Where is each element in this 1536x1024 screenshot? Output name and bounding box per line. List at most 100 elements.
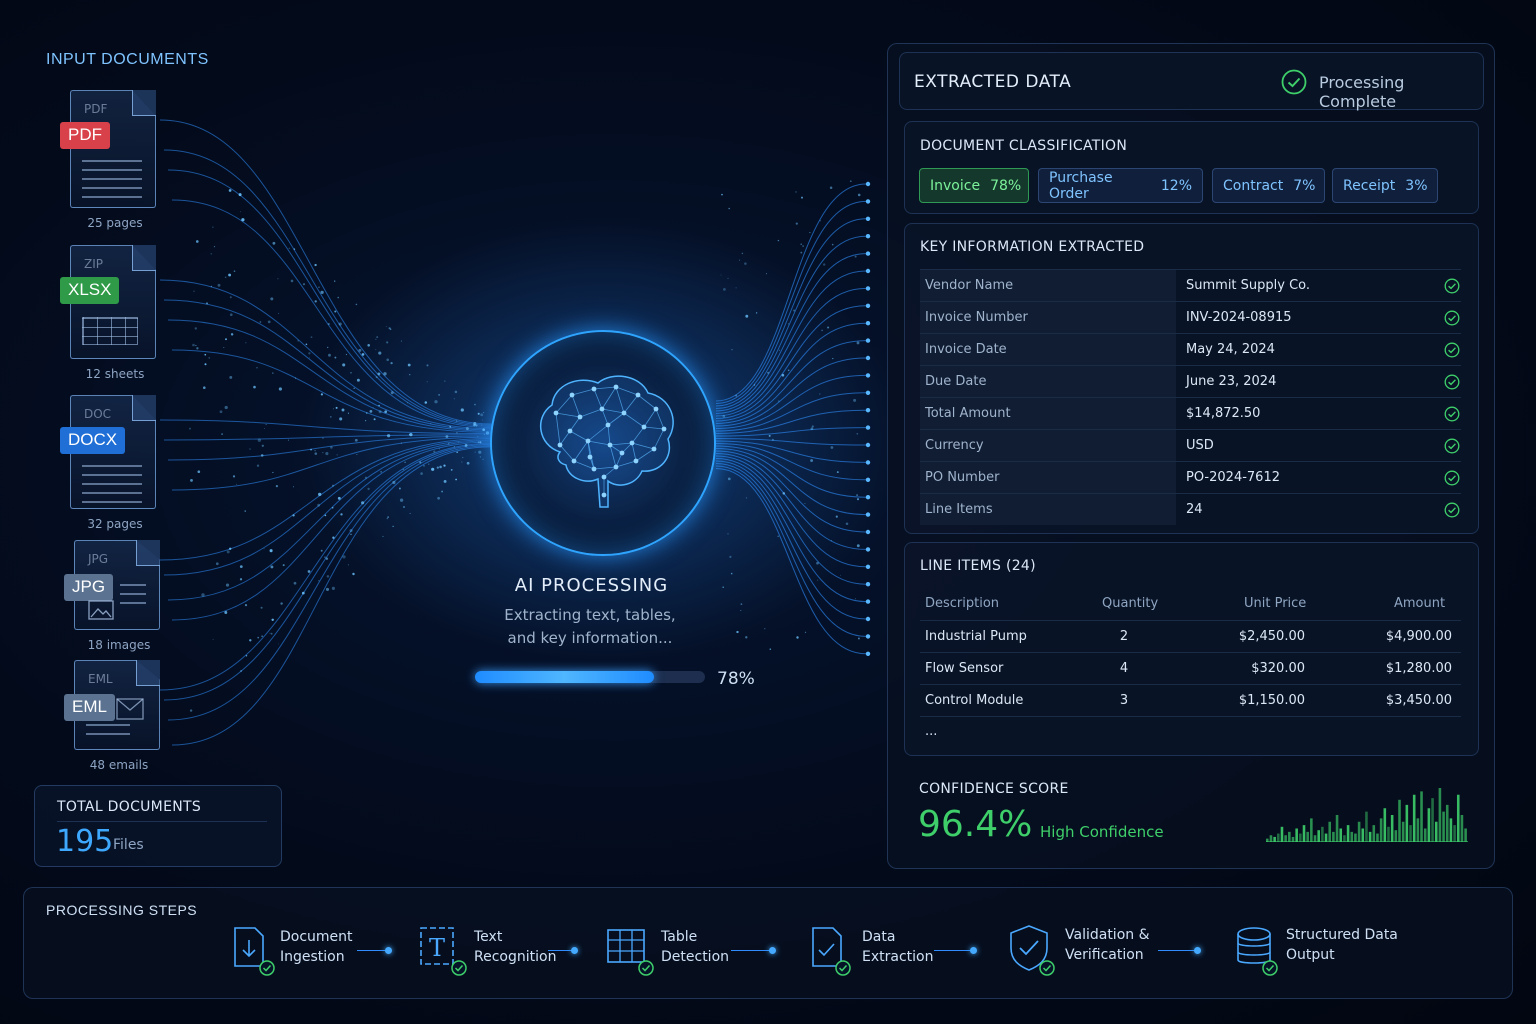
- check-circle-icon: [1444, 278, 1460, 294]
- line-item-amount: $3,450.00: [1385, 693, 1452, 708]
- classification-chip-purchase-order[interactable]: Purchase Order 12%: [1038, 168, 1203, 203]
- confidence-bar: [1306, 831, 1309, 842]
- document-ghost-label: ZIP: [84, 257, 103, 271]
- confidence-bar: [1321, 826, 1324, 842]
- document-type-badge: XLSX: [60, 277, 120, 304]
- total-documents-count: 195: [56, 824, 114, 859]
- confidence-bar: [1357, 821, 1361, 842]
- document-caption: 48 emails: [89, 758, 149, 772]
- document-caption: 12 sheets: [85, 367, 145, 381]
- processing-progress-bar: [475, 671, 705, 683]
- confidence-bar: [1266, 838, 1269, 842]
- step-connector-5: [1158, 947, 1201, 954]
- extracted-data-panel: EXTRACTED DATA Processing Complete DOCUM…: [887, 43, 1495, 869]
- step-label-structured-data-output: Structured Data Output: [1286, 927, 1398, 963]
- total-documents-label: TOTAL DOCUMENTS: [57, 799, 202, 815]
- line-items-header-unit-price: Unit Price: [1244, 596, 1307, 611]
- confidence-bar: [1445, 804, 1449, 842]
- processing-progress-fill: [475, 671, 655, 683]
- line-items-header-amount: Amount: [1394, 596, 1446, 611]
- document-fold: [132, 245, 156, 271]
- confidence-bar: [1280, 826, 1284, 842]
- text-recognition-icon: T: [420, 927, 467, 976]
- key-info-value: USD: [1186, 438, 1214, 453]
- confidence-bar: [1453, 825, 1456, 842]
- line-items-card: LINE ITEMS (24) Description Quantity Uni…: [904, 542, 1479, 756]
- line-items-header-quantity: Quantity: [1102, 596, 1159, 611]
- key-info-row: Vendor Name Summit Supply Co.: [920, 269, 1461, 301]
- check-circle-icon: [1444, 470, 1460, 486]
- confidence-bar: [1273, 836, 1276, 842]
- key-info-label: PO Number: [920, 462, 1176, 493]
- classification-percent: 7%: [1293, 177, 1316, 194]
- classification-chip-receipt[interactable]: Receipt 3%: [1332, 168, 1438, 203]
- key-info-value: May 24, 2024: [1186, 342, 1275, 357]
- key-info-label: Due Date: [920, 366, 1176, 397]
- line-item-description: Control Module: [925, 693, 1024, 708]
- confidence-bar: [1390, 815, 1394, 842]
- line-items-title: LINE ITEMS (24): [920, 558, 1036, 574]
- confidence-bar: [1379, 818, 1383, 842]
- classification-chip-invoice[interactable]: Invoice 78%: [919, 168, 1029, 203]
- key-info-label: Line Items: [920, 494, 1176, 525]
- key-info-row: Invoice Date May 24, 2024: [920, 333, 1461, 365]
- check-circle-icon: [1444, 438, 1460, 454]
- confidence-bar: [1291, 836, 1295, 842]
- confidence-bar: [1365, 811, 1368, 842]
- check-circle-icon: [1444, 310, 1460, 326]
- key-info-row: Due Date June 23, 2024: [920, 365, 1461, 397]
- check-circle-icon: [1444, 374, 1460, 390]
- confidence-bar: [1350, 831, 1354, 842]
- key-info-row: Total Amount $14,872.50: [920, 397, 1461, 429]
- envelope-icon: [116, 698, 144, 720]
- confidence-bar: [1449, 818, 1453, 842]
- key-info-label: Invoice Date: [920, 334, 1176, 365]
- confidence-bar: [1423, 828, 1427, 842]
- confidence-bar: [1310, 818, 1313, 842]
- extracted-data-header: EXTRACTED DATA Processing Complete: [899, 52, 1484, 111]
- image-icon: [88, 600, 114, 620]
- total-documents-divider: [57, 821, 267, 822]
- key-information-card: KEY INFORMATION EXTRACTED Vendor Name Sum…: [904, 223, 1479, 534]
- confidence-bar: [1464, 828, 1467, 842]
- confidence-bar: [1269, 835, 1273, 842]
- document-text-lines: [82, 160, 142, 205]
- document-ghost-label: DOC: [84, 407, 112, 421]
- line-item-quantity: 3: [1119, 693, 1129, 708]
- key-info-label: Vendor Name: [920, 270, 1176, 301]
- confidence-bar: [1434, 821, 1438, 842]
- classification-chip-contract[interactable]: Contract 7%: [1212, 168, 1325, 203]
- step-label-text-recognition: Text Recognition: [474, 929, 557, 965]
- confidence-bar: [1427, 808, 1431, 842]
- line-items-more: ...: [925, 724, 938, 739]
- ai-processing-subtitle-2: and key information...: [507, 629, 673, 647]
- line-item-row: Control Module 3 $1,150.00 $3,450.00: [920, 684, 1461, 716]
- document-type-badge: DOCX: [60, 427, 126, 454]
- document-fold: [132, 395, 156, 421]
- confidence-bar: [1376, 833, 1379, 842]
- confidence-score-value: 96.4%: [918, 804, 1033, 845]
- ai-processing-title: AI PROCESSING: [514, 575, 669, 596]
- line-item-unit-price: $320.00: [1251, 661, 1305, 676]
- confidence-bar: [1299, 833, 1302, 842]
- confidence-bar: [1398, 799, 1401, 842]
- confidence-bar: [1343, 835, 1346, 842]
- confidence-bar: [1394, 830, 1398, 842]
- classification-label: Purchase Order: [1049, 169, 1113, 202]
- confidence-bar: [1431, 798, 1434, 842]
- step-connector-4: [934, 947, 977, 954]
- document-classification-card: DOCUMENT CLASSIFICATION Invoice 78% Purcha…: [904, 121, 1479, 214]
- line-item-description: Industrial Pump: [925, 629, 1027, 644]
- classification-percent: 12%: [1160, 177, 1192, 194]
- line-item-unit-price: $1,150.00: [1238, 693, 1305, 708]
- confidence-bar: [1372, 825, 1376, 842]
- document-caption: 18 images: [87, 638, 151, 652]
- line-item-description: Flow Sensor: [925, 661, 1004, 676]
- line-item-unit-price: $2,450.00: [1238, 629, 1305, 644]
- processing-progress-label: 78%: [717, 669, 755, 689]
- total-documents-unit: Files: [113, 837, 144, 853]
- confidence-bar: [1335, 815, 1339, 842]
- confidence-bar: [1401, 821, 1405, 842]
- document-type-badge: EML: [64, 694, 115, 721]
- key-info-value: June 23, 2024: [1186, 374, 1277, 389]
